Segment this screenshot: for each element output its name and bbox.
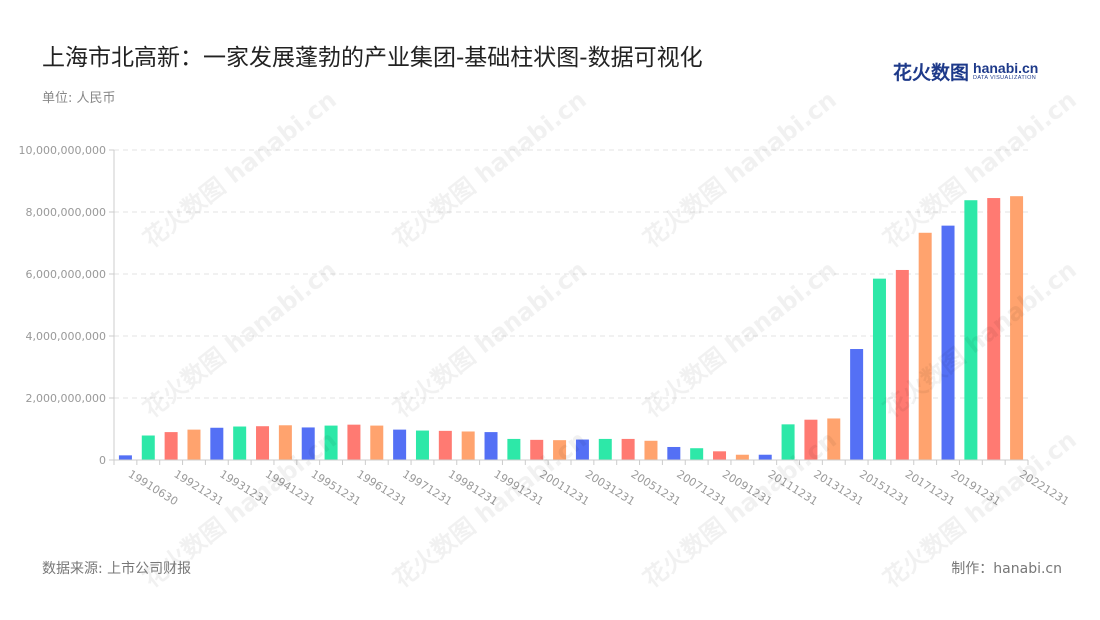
x-axis: 1991063019921231199312311994123119951231… (113, 459, 1071, 509)
bar (393, 429, 407, 460)
x-tick-label: 20171231 (903, 468, 957, 509)
bar (210, 427, 224, 460)
x-tick-label: 19971231 (400, 468, 454, 509)
bar (827, 418, 841, 460)
logo-cn-text: 花火数图 (893, 62, 970, 84)
x-tick-label: 20131231 (811, 468, 865, 509)
y-tick-label: 0 (99, 454, 106, 467)
unit-label: 单位: 人民币 (42, 91, 116, 106)
bar (575, 439, 589, 460)
bar (941, 225, 955, 460)
x-tick-label: 19921231 (172, 468, 226, 509)
y-tick-label: 8,000,000,000 (26, 206, 106, 219)
bar (347, 424, 361, 460)
x-tick-label: 19961231 (354, 468, 408, 509)
x-tick-label: 19951231 (309, 468, 363, 509)
bar (256, 426, 270, 460)
brand-logo: 花火数图 hanabi.cn DATA VISUALIZATION (893, 58, 1038, 85)
x-tick-label: 19981231 (446, 468, 500, 509)
bar (735, 454, 749, 460)
bar (621, 438, 635, 460)
bar (987, 198, 1001, 461)
bar (461, 431, 475, 460)
bar (781, 424, 795, 460)
bar (964, 200, 978, 460)
bar (895, 269, 909, 460)
bar (713, 451, 727, 460)
bar (187, 429, 201, 460)
x-tick-label: 20111231 (766, 468, 820, 509)
bar (438, 430, 452, 460)
bar (370, 425, 384, 460)
bar (278, 425, 292, 460)
bar (690, 448, 704, 460)
bar (233, 426, 247, 460)
bar (507, 438, 521, 460)
y-tick-label: 6,000,000,000 (26, 268, 106, 281)
x-tick-label: 19941231 (263, 468, 317, 509)
x-tick-label: 20031231 (583, 468, 637, 509)
bar-series (118, 196, 1024, 461)
y-axis: 0 2,000,000,000 4,000,000,000 6,000,000,000… (19, 144, 115, 467)
bar (872, 278, 886, 460)
bar (164, 432, 178, 460)
bar (644, 440, 658, 460)
bar (415, 430, 429, 460)
maker-credit: 制作：hanabi.cn (951, 561, 1062, 577)
x-tick-label: 20191231 (948, 468, 1002, 509)
bar (598, 438, 612, 460)
x-tick-label: 19910630 (126, 468, 180, 509)
x-tick-label: 20011231 (537, 468, 591, 509)
x-tick-label: 20221231 (1017, 468, 1071, 509)
logo-tagline: DATA VISUALIZATION (973, 75, 1037, 82)
x-tick-label: 19991231 (491, 468, 545, 509)
y-tick-label: 10,000,000,000 (19, 144, 106, 157)
bar (758, 454, 772, 460)
x-tick-label: 19931231 (217, 468, 271, 509)
bar (667, 446, 681, 460)
bar (553, 440, 567, 460)
bar (141, 435, 155, 460)
bar (530, 439, 544, 460)
x-tick-label: 20091231 (720, 468, 774, 509)
bar (1010, 196, 1024, 460)
bar (301, 427, 315, 460)
bar (918, 232, 932, 460)
x-tick-label: 20071231 (674, 468, 728, 509)
x-tick-label: 20151231 (857, 468, 911, 509)
chart-grid (114, 149, 1028, 399)
bar (850, 349, 864, 460)
x-tick-label: 20051231 (629, 468, 683, 509)
data-source: 数据来源: 上市公司财报 (42, 561, 192, 577)
y-tick-label: 4,000,000,000 (26, 330, 106, 343)
y-tick-label: 2,000,000,000 (26, 392, 106, 405)
page-title: 上海市北高新：一家发展蓬勃的产业集团-基础柱状图-数据可视化 (42, 45, 703, 71)
bar (804, 419, 818, 460)
bar (118, 455, 132, 460)
bar (324, 425, 338, 460)
logo-en-text: hanabi.cn (973, 60, 1039, 77)
bar (484, 432, 498, 460)
